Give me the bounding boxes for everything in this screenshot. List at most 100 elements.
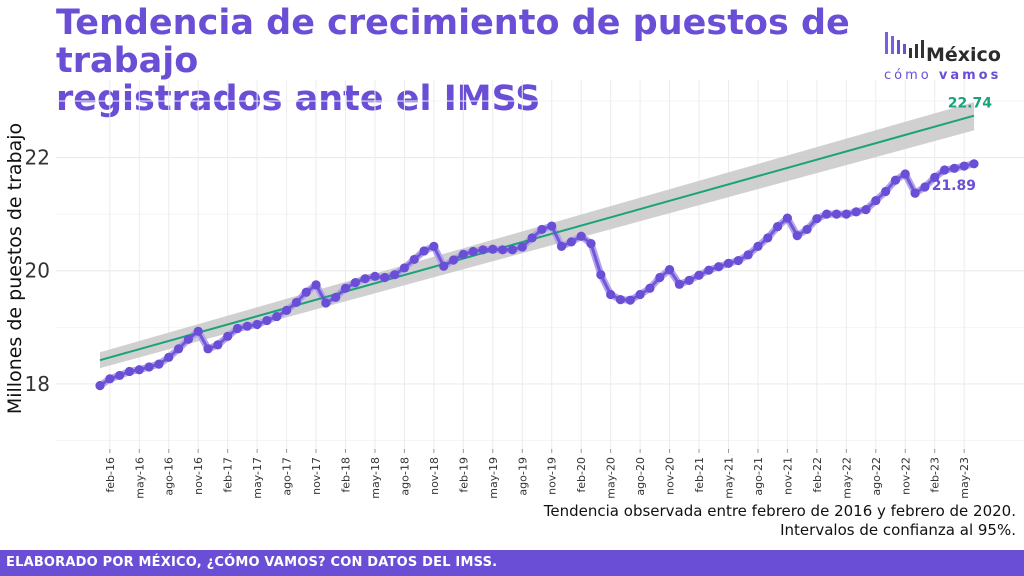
data-point	[576, 231, 586, 241]
data-point	[645, 283, 655, 293]
y-tick-label: 20	[25, 259, 50, 283]
x-tick-label: may-16	[133, 457, 146, 499]
data-point	[311, 280, 321, 290]
data-point	[920, 182, 930, 192]
data-point	[95, 381, 105, 391]
data-point	[340, 283, 351, 293]
data-point	[134, 365, 144, 375]
y-tick-label: 18	[25, 372, 50, 396]
x-tick-label: feb-22	[811, 457, 824, 493]
x-tick-label: may-18	[369, 457, 382, 499]
data-point	[743, 250, 753, 260]
data-point	[586, 238, 596, 249]
data-point	[360, 274, 370, 284]
x-tick-label: feb-17	[222, 457, 235, 493]
x-tick-label: feb-23	[929, 457, 942, 493]
data-point	[144, 362, 154, 372]
data-point	[281, 305, 292, 315]
data-point	[252, 319, 262, 330]
x-tick-label: may-21	[722, 457, 735, 499]
data-point	[517, 242, 527, 252]
data-point	[439, 261, 449, 271]
data-point	[478, 245, 488, 255]
data-point	[674, 279, 684, 289]
x-tick-label: ago-18	[398, 457, 411, 496]
data-point	[173, 344, 184, 354]
data-point	[262, 315, 272, 326]
x-tick-label: ago-22	[870, 457, 883, 496]
data-point	[105, 374, 115, 384]
x-tick-label: ago-19	[516, 457, 529, 496]
methodology-note: Tendencia observada entre febrero de 201…	[544, 502, 1016, 540]
series-main	[95, 159, 979, 391]
data-point	[635, 289, 645, 300]
bar-chart-logo-icon	[885, 32, 924, 58]
x-tick-label: may-20	[605, 457, 618, 499]
data-point	[782, 213, 793, 223]
data-point	[203, 344, 213, 354]
data-point	[468, 246, 478, 257]
x-tick-label: nov-22	[899, 457, 912, 495]
annotations: 22.74 21.89	[932, 96, 993, 194]
data-point	[164, 352, 174, 362]
y-axis-label: Millones de puestos de trabajo	[4, 123, 26, 414]
data-point	[861, 205, 871, 215]
mexico-como-vamos-logo: México cómo vamos	[880, 26, 1010, 86]
data-point	[370, 271, 380, 282]
logo-name: México	[926, 44, 1001, 66]
data-point	[458, 249, 468, 259]
x-tick-label: feb-19	[457, 457, 470, 493]
data-point	[488, 244, 498, 254]
logo-subtitle: cómo vamos	[884, 68, 1001, 83]
data-point	[822, 209, 832, 219]
data-point	[625, 295, 635, 305]
data-point	[223, 331, 233, 341]
x-tick-label: ago-17	[281, 457, 294, 496]
x-tick-label: nov-17	[310, 457, 323, 495]
data-point	[301, 287, 311, 297]
data-point	[154, 359, 164, 369]
data-point	[684, 275, 694, 285]
data-point	[547, 221, 557, 231]
data-point	[959, 161, 969, 171]
data-point	[930, 172, 940, 182]
trend-line-path	[99, 114, 975, 362]
data-point	[350, 278, 360, 288]
data-point	[429, 241, 439, 252]
data-point	[419, 246, 429, 256]
data-point	[792, 231, 802, 241]
data-point	[881, 186, 891, 197]
data-point	[409, 254, 419, 265]
note-line1: Tendencia observada entre febrero de 201…	[543, 502, 1016, 520]
note-line2: Intervalos de confianza al 95%.	[780, 521, 1016, 539]
data-point	[655, 272, 665, 283]
data-point	[380, 272, 390, 283]
x-tick-label: ago-16	[163, 457, 176, 496]
data-point	[772, 222, 783, 232]
data-point	[291, 297, 302, 308]
x-tick-label: nov-20	[664, 457, 677, 495]
x-tick-label: may-17	[251, 457, 264, 499]
data-point	[321, 298, 331, 308]
trend-end-label: 22.74	[948, 96, 993, 112]
x-tick-label: ago-20	[634, 457, 647, 496]
x-tick-label: feb-21	[693, 457, 706, 493]
data-point	[272, 311, 282, 322]
data-point	[841, 209, 851, 219]
x-tick-label: feb-16	[104, 457, 117, 493]
data-point	[596, 270, 606, 280]
x-tick-label: feb-18	[340, 457, 353, 493]
data-point	[900, 169, 910, 179]
x-tick-label: may-23	[958, 457, 971, 499]
data-point	[232, 323, 243, 334]
data-point	[566, 237, 576, 247]
data-point	[763, 233, 773, 243]
data-point	[399, 263, 410, 273]
data-point	[556, 241, 567, 252]
series-faded	[96, 160, 978, 390]
data-point	[969, 159, 979, 169]
x-tick-label: may-22	[840, 457, 853, 499]
data-point	[664, 265, 675, 275]
